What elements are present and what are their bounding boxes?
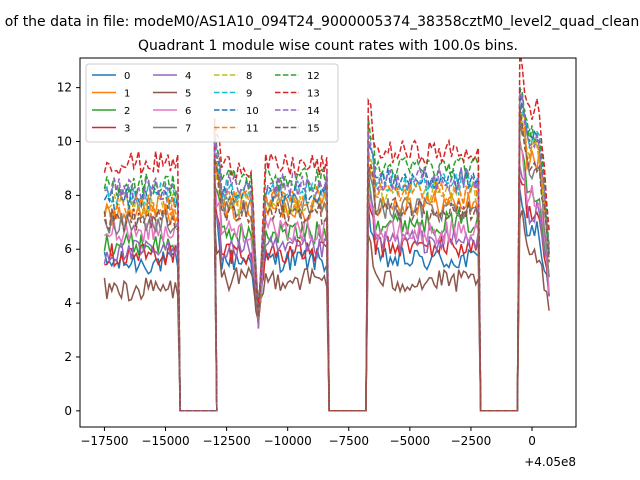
legend-label: 4 (185, 71, 191, 82)
legend-label: 7 (185, 124, 191, 135)
series-layer (103, 58, 550, 412)
series-line-13 (103, 58, 550, 412)
y-tick-label: 4 (64, 296, 72, 310)
series-line-14 (104, 92, 550, 412)
x-tick-label: −7500 (328, 434, 369, 448)
legend-label: 1 (124, 89, 130, 100)
legend-label: 9 (246, 89, 252, 100)
series-line-10 (103, 86, 550, 412)
axes-frame (79, 57, 577, 428)
series-line-3 (104, 177, 550, 412)
x-tick-label: −17500 (80, 434, 128, 448)
x-tick-label: −15000 (141, 434, 189, 448)
x-tick-label: 0 (528, 434, 536, 448)
legend-label: 5 (185, 89, 191, 100)
y-tick-label: 2 (64, 350, 72, 364)
x-tick-label: −12500 (202, 434, 250, 448)
series-line-4 (103, 165, 550, 412)
legend-label: 11 (246, 124, 259, 135)
y-tick-label: 12 (57, 81, 72, 95)
legend-label: 0 (124, 71, 130, 82)
x-offset-label: +4.05e8 (524, 455, 576, 469)
legend-label: 13 (307, 89, 320, 100)
x-tick-label: −5000 (390, 434, 431, 448)
y-tick-label: 6 (64, 242, 72, 256)
x-tick-label: −10000 (264, 434, 312, 448)
legend-label: 14 (307, 106, 320, 117)
x-tick-label: −2500 (451, 434, 492, 448)
legend-label: 15 (307, 124, 320, 135)
series-line-11 (103, 110, 550, 412)
series-line-5 (103, 210, 550, 412)
legend-label: 12 (307, 71, 320, 82)
legend-label: 2 (124, 106, 130, 117)
series-line-9 (103, 95, 550, 412)
figure-suptitle: Plot of the data in file: modeM0/AS1A10_… (0, 14, 640, 30)
axes-title: Quadrant 1 module wise count rates with … (138, 38, 518, 54)
legend-label: 6 (185, 106, 191, 117)
legend-label: 3 (124, 124, 130, 135)
y-axis: 0 2 4 6 8 10 12 (57, 81, 80, 418)
y-tick-label: 10 (57, 134, 72, 148)
series-line-15 (103, 106, 550, 412)
y-tick-label: 0 (64, 404, 72, 418)
series-line-12 (103, 87, 550, 412)
y-tick-label: 8 (64, 188, 72, 202)
series-line-6 (103, 140, 550, 412)
x-axis: −17500 −15000 −12500 −10000 −7500 −5000 −2500 0 (80, 427, 536, 448)
legend-frame (85, 63, 339, 143)
legend-label: 10 (246, 106, 259, 117)
legend-label: 8 (246, 71, 252, 82)
